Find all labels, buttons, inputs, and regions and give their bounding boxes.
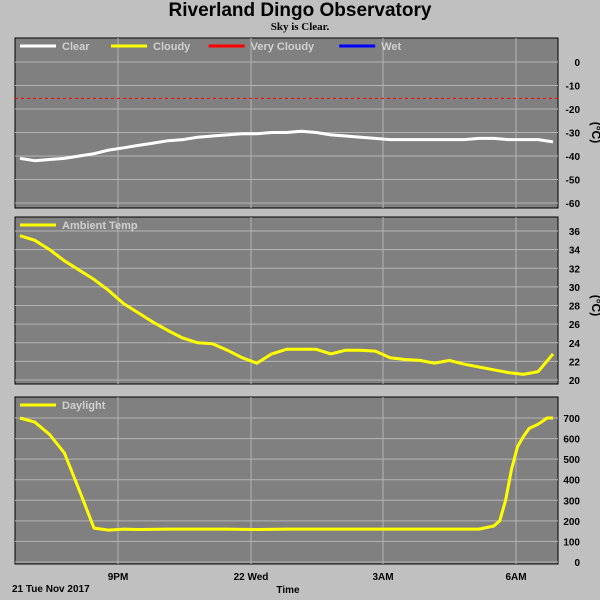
y-tick-label: 26 xyxy=(569,320,581,331)
plot-panel-daylight xyxy=(14,396,559,565)
legend-label: Wet xyxy=(381,41,401,53)
y-unit-label: (°C) xyxy=(589,295,600,316)
y-tick-label: 0 xyxy=(574,558,580,569)
plot-panel-sky xyxy=(14,37,559,209)
y-tick-label: 22 xyxy=(569,357,581,368)
y-tick-label: 600 xyxy=(563,435,580,446)
series-line-ambient xyxy=(19,234,555,376)
plot-panel-ambient xyxy=(14,216,559,385)
y-tick-label: -60 xyxy=(566,199,581,210)
y-tick-label: 28 xyxy=(569,302,581,313)
legend-label: Clear xyxy=(62,41,90,53)
y-tick-label: 700 xyxy=(563,414,580,425)
y-tick-label: 24 xyxy=(569,339,581,350)
y-tick-label: 36 xyxy=(569,227,581,238)
legend-label: Cloudy xyxy=(153,41,191,53)
y-tick-label: 100 xyxy=(563,537,580,548)
y-tick-label: 0 xyxy=(574,58,580,69)
y-tick-label: 30 xyxy=(569,283,581,294)
legend-label: Ambient Temp xyxy=(62,220,138,232)
legend-label: Very Cloudy xyxy=(251,41,315,53)
y-tick-label: 400 xyxy=(563,476,580,487)
legend-label: Daylight xyxy=(62,400,106,412)
series-line-daylight xyxy=(19,416,553,532)
y-tick-label: -30 xyxy=(566,129,581,140)
y-tick-label: -20 xyxy=(566,105,581,116)
y-tick-label: 500 xyxy=(563,455,580,466)
x-tick-label: 22 Wed xyxy=(234,572,269,583)
y-tick-label: 300 xyxy=(563,496,580,507)
x-axis-title: Time xyxy=(276,585,300,596)
x-tick-label: 6AM xyxy=(505,572,526,583)
chart-subtitle: Sky is Clear. xyxy=(270,21,330,33)
chart-title: Riverland Dingo Observatory xyxy=(168,0,432,21)
y-tick-label: -40 xyxy=(566,152,581,163)
y-tick-label: 20 xyxy=(569,376,581,387)
x-tick-label: 3AM xyxy=(372,572,393,583)
y-tick-label: 200 xyxy=(563,517,580,528)
x-tick-label: 9PM xyxy=(108,572,129,583)
y-unit-label: (°C) xyxy=(589,122,600,143)
y-tick-label: 32 xyxy=(569,264,581,275)
y-tick-label: -50 xyxy=(566,176,581,187)
series-line-sky xyxy=(19,129,554,163)
y-tick-label: 34 xyxy=(569,246,581,257)
y-tick-label: -10 xyxy=(566,82,581,93)
x-start-label: 21 Tue Nov 2017 xyxy=(12,584,90,595)
